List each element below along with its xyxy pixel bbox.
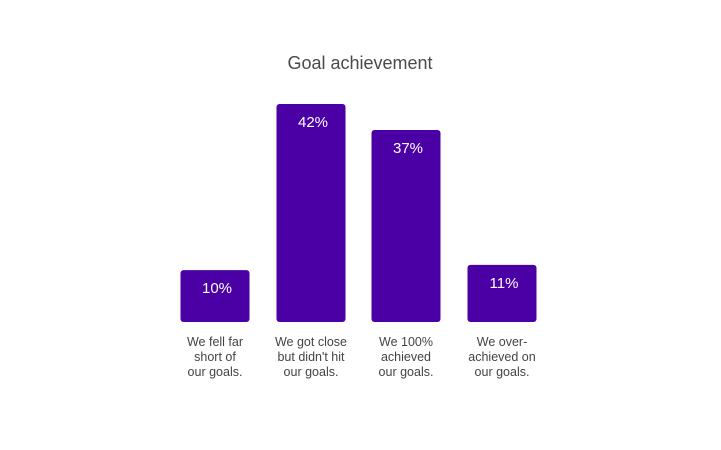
bar-value-label-1: 10% bbox=[202, 280, 232, 297]
category-label-line: short of bbox=[194, 350, 236, 364]
bar-value-label-2: 42% bbox=[298, 114, 328, 131]
bar-group bbox=[180, 104, 537, 322]
category-label-line: We 100% bbox=[379, 335, 433, 349]
category-label-line: but didn't hit bbox=[277, 350, 345, 364]
category-label-line: our goals. bbox=[475, 365, 530, 379]
bar-2 bbox=[276, 104, 346, 322]
category-label-3: We 100% achieved our goals. bbox=[379, 335, 434, 379]
category-label-1: We fell far short of our goals. bbox=[187, 335, 243, 379]
bar-value-labels: 10% 42% 37% 11% bbox=[202, 114, 518, 297]
bar-3 bbox=[371, 129, 441, 322]
category-label-line: our goals. bbox=[379, 365, 434, 379]
category-labels: We fell far short of our goals.We got clos… bbox=[187, 335, 536, 379]
category-label-line: achieved bbox=[381, 350, 431, 364]
bar-1 bbox=[180, 270, 250, 322]
category-label-4: We over-achieved on our goals. bbox=[468, 335, 535, 379]
bar-value-label-3: 37% bbox=[393, 140, 423, 157]
bar-4 bbox=[467, 264, 537, 322]
category-label-line: achieved on bbox=[468, 350, 535, 364]
category-label-line: We over- bbox=[477, 335, 527, 349]
chart-title: Goal achievement bbox=[287, 53, 432, 73]
category-label-2: We got close but didn't hit our goals. bbox=[275, 335, 347, 379]
category-label-line: We got close bbox=[275, 335, 347, 349]
category-label-line: We fell far bbox=[187, 335, 243, 349]
category-label-line: our goals. bbox=[284, 365, 339, 379]
bar-value-label-4: 11% bbox=[490, 275, 519, 292]
category-label-line: our goals. bbox=[188, 365, 243, 379]
